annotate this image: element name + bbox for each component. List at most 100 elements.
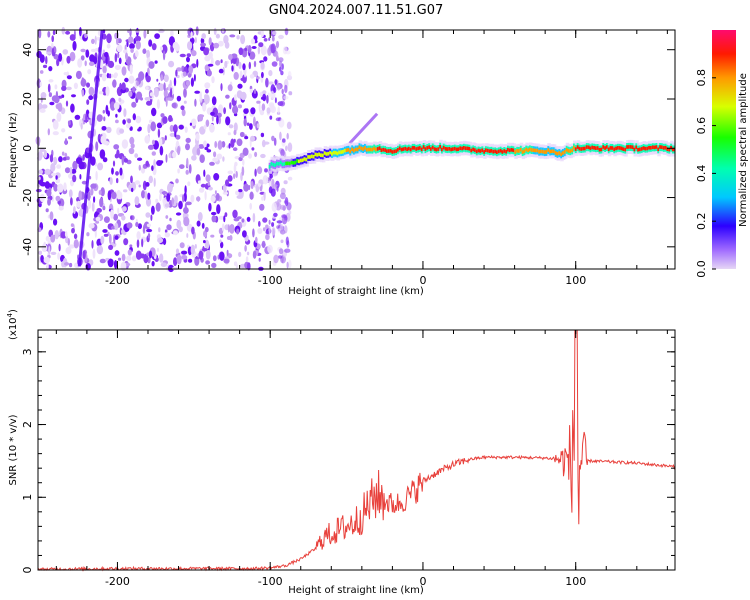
spectrogram-noise-cell [44,168,51,175]
spectrogram-signal-core [560,152,564,157]
spectrogram-signal-core [670,145,674,150]
spectrogram-noise-cell [189,122,192,126]
chart-title: GN04.2024.007.11.51.G07 [269,3,444,18]
spectrogram-signal-core [408,146,412,151]
spectrogram-noise-cell [105,86,110,97]
spectrogram-noise-cell [258,220,261,227]
spectrogram-signal-core [378,146,383,150]
spectrogram-noise-cell [243,118,247,127]
spectrogram-noise-cell [248,185,251,190]
spectrogram-noise-cell [173,257,178,267]
spectrogram-noise-cell [191,155,197,161]
spectrogram-signal-core [364,146,368,150]
spectrogram-signal-core [479,149,483,153]
snr-y-tick-label: 3 [21,348,34,355]
spectrogram-signal-core [299,158,304,163]
spectrogram-signal-core [518,149,522,153]
spectrogram-signal-core [446,147,450,151]
spectrogram-noise-cell [121,156,125,166]
spectrogram-noise-cell [78,209,82,217]
spectrogram-noise-cell [55,175,58,180]
spectrogram-noise-cell [38,250,43,255]
spectrogram-noise-cell [127,249,132,256]
spectrogram-noise-cell [283,180,288,185]
spectrogram-signal-core [672,147,676,152]
spectrogram-signal-core [323,151,328,155]
spectrogram-noise-cell [80,78,87,87]
spectrogram-noise-cell [164,203,170,208]
spectrogram-signal-core [373,146,377,151]
spectrogram-signal-core [452,147,456,151]
spectrogram-noise-cell [80,48,86,53]
spectrogram-noise-cell [278,248,284,255]
spectrogram-noise-cell [220,234,224,238]
spectrogram-noise-cell [115,113,118,118]
spectrogram-noise-cell [130,215,133,220]
spectrogram-noise-cell [153,159,156,169]
spectrogram-noise-cell [159,160,164,164]
spectrogram-noise-cell [172,41,179,50]
spectrogram-noise-cell [110,101,116,111]
spectrogram-noise-cell [159,193,162,202]
spectrogram-noise-cell [106,33,112,44]
spectrogram-noise-cell [114,53,118,63]
spectrogram-noise-cell [102,65,107,74]
spectrogram-noise-cell [235,170,238,179]
spectrogram-noise-cell [254,168,257,177]
spectrogram-noise-cell [175,212,182,216]
spectrogram-signal-core [611,146,615,150]
spectrogram-noise-cell [54,230,59,240]
spectrogram-noise-cell [249,202,252,210]
spectrogram-noise-cell [244,47,248,52]
spectrogram-noise-cell [266,107,271,114]
spectrogram-noise-cell [213,27,217,35]
spectrogram-noise-cell [166,224,172,231]
spectrogram-signal-core [309,155,313,159]
spectrogram-noise-cell [271,135,275,142]
spectrogram-noise-cell [239,131,245,138]
spectrogram-noise-cell [176,254,182,265]
spectrogram-noise-cell [238,61,242,70]
spectrogram-noise-cell [184,126,188,133]
spectrogram-signal-core [463,146,467,150]
spectrogram-noise-cell [166,193,171,202]
spectrogram-noise-cell [130,143,135,149]
spectrogram-noise-cell [95,216,101,222]
colorbar-gradient [712,30,736,269]
snr-x-tick-label: -100 [258,575,283,588]
spectrogram-noise-cell [280,149,285,157]
spectrogram-noise-cell [132,86,136,93]
spectrogram-signal-core [422,145,427,149]
spectrogram-noise-cell [90,187,94,196]
spectrogram-noise-cell [160,74,164,82]
spectrogram-noise-cell [129,64,133,75]
spectrogram-noise-cell [125,123,131,129]
spectrogram-noise-cell [257,183,262,187]
spectrogram-noise-cell [134,35,141,42]
spectrogram-noise-cell [225,116,231,126]
spectrogram-signal-core [486,148,491,153]
spectrogram-noise-cell [211,76,215,84]
spectrogram-noise-cell [131,255,137,262]
spectrogram-noise-cell [62,49,69,55]
spectrogram-signal-core [428,145,432,149]
spectrogram-noise-cell [198,250,204,260]
spectrogram-signal-core [573,145,577,150]
spectrogram-signal-core [369,147,373,152]
spectrogram-noise-cell [261,71,264,79]
spectrogram-noise-cell [262,227,266,232]
spectrogram-noise-cell [135,250,142,260]
spectrogram-signal-core [540,149,544,154]
spectrogram-signal-core [367,147,372,152]
spectrogram-noise-cell [229,34,236,38]
spectrogram-noise-cell [249,88,254,93]
spectrogram-signal-core [530,148,535,152]
spectrogram-noise-cell [263,141,270,145]
snr-multiplier-base: (x10 [8,317,19,340]
spectrogram-signal-core [356,147,361,152]
spectrogram-noise-cell [206,143,210,148]
spectrogram-noise-cell [218,68,224,74]
spectrogram-noise-cell [232,147,238,152]
spectrogram-signal-core [327,151,331,156]
spectrogram-signal-core [584,146,588,151]
